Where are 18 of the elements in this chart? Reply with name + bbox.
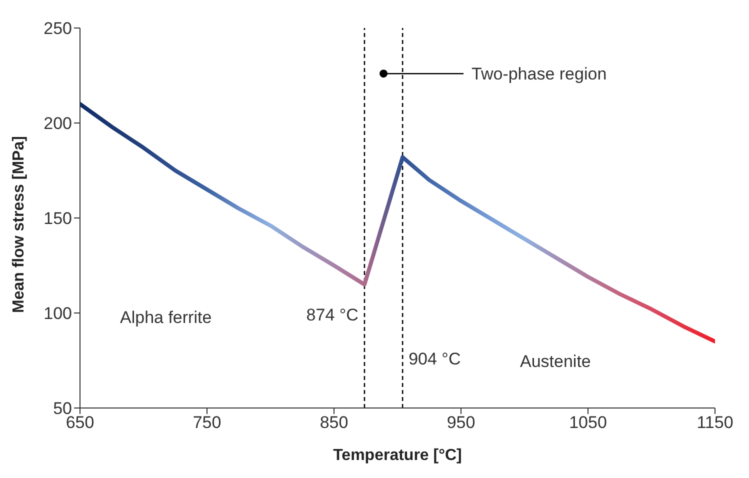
annotation: Alpha ferrite	[120, 308, 212, 328]
x-axis-title: Temperature [°C]	[333, 447, 462, 464]
ref-line-label: 904 °C	[408, 349, 461, 368]
x-tick-label: 950	[446, 413, 476, 432]
y-tick-label: 200	[44, 114, 72, 134]
x-tick-label: 650	[66, 413, 94, 432]
y-tick-label: 250	[44, 19, 72, 38]
x-tick-label: 1050	[569, 413, 607, 432]
y-tick-label: 150	[44, 209, 72, 228]
ref-line-label: 874 °C	[306, 306, 358, 325]
x-tick-label: 850	[320, 413, 348, 432]
annotation: Austenite	[520, 352, 591, 372]
x-tick-label: 750	[192, 413, 222, 432]
x-tick-label: 1150	[696, 413, 734, 432]
y-axis-title: Mean flow stress [MPa]	[10, 136, 28, 313]
annotation: Two-phase region	[472, 64, 607, 84]
line-series	[80, 102, 715, 344]
y-tick-label: 100	[44, 304, 72, 324]
